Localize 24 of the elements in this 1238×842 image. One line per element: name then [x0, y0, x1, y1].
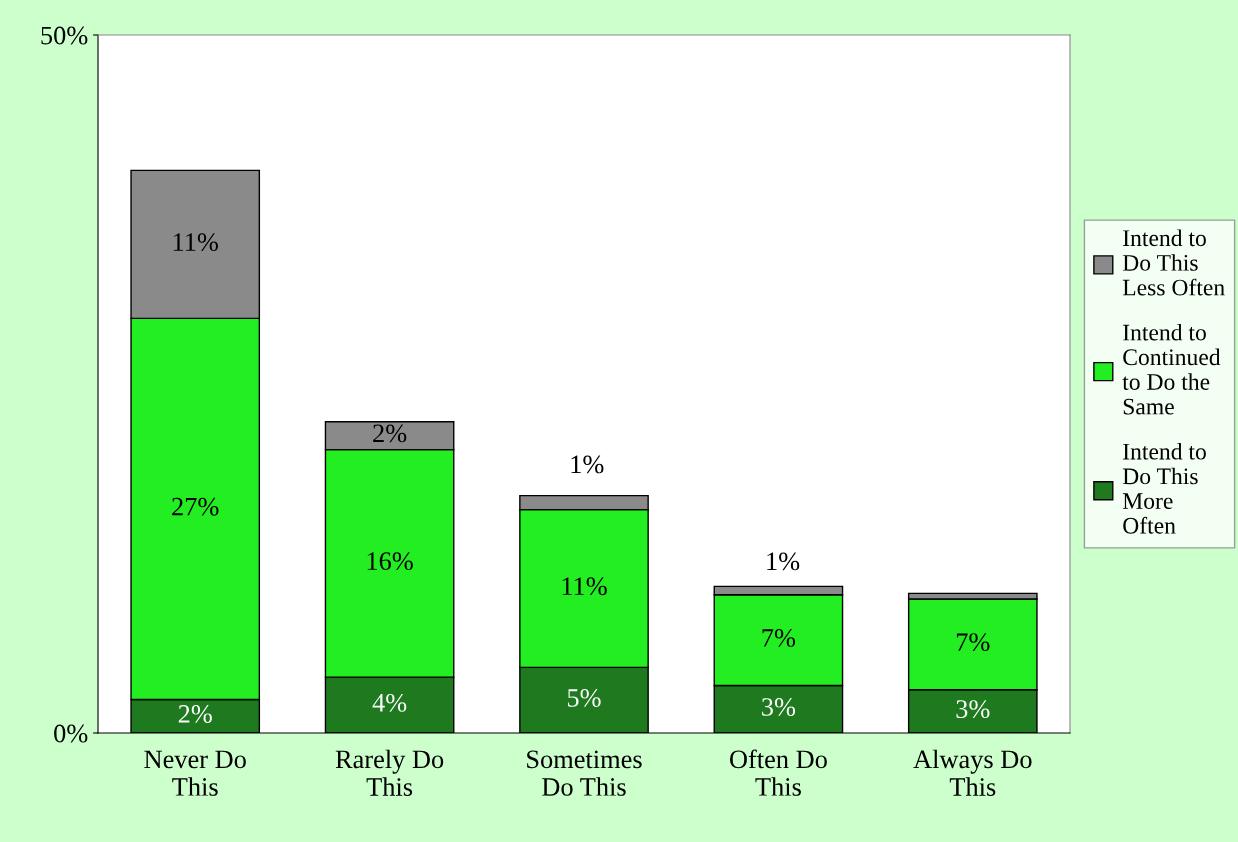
data-label: 7% — [956, 633, 990, 652]
legend-label: Intend to Do This More Often — [1122, 443, 1206, 534]
x-tick-label: Always Do This — [913, 749, 1032, 796]
data-label: 16% — [367, 552, 413, 571]
x-tick-label: Never Do This — [144, 750, 246, 796]
data-label: 11% — [562, 577, 607, 596]
data-label: 27% — [172, 497, 219, 516]
x-tick-label: Often Do This — [730, 749, 827, 796]
y-tick-label: 0% — [54, 724, 88, 743]
data-label: 1% — [571, 455, 604, 474]
data-label: 11% — [173, 233, 218, 252]
data-label: 4% — [372, 693, 407, 712]
y-tick-label: 50% — [41, 26, 88, 45]
data-label: 3% — [762, 698, 796, 716]
legend-label: Intend to Continued to Do the Same — [1122, 323, 1221, 415]
data-label: 3% — [956, 700, 990, 719]
x-tick-label: Sometimes Do This — [527, 750, 642, 796]
data-label: 1% — [767, 552, 800, 571]
data-label: 5% — [567, 688, 601, 707]
data-label: 7% — [762, 628, 796, 647]
legend-label: Intend to Do This Less Often — [1122, 229, 1225, 296]
data-label: 2% — [373, 424, 407, 443]
data-label: 2% — [178, 705, 212, 723]
x-tick-label: Rarely Do This — [335, 749, 444, 796]
